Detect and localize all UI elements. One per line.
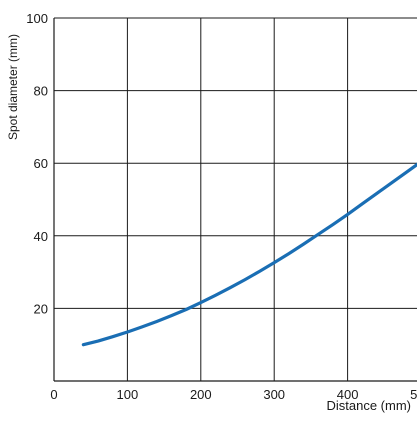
x-tick-label-200: 200 [190,387,212,402]
axes-layer [53,18,417,382]
y-tick-label-100: 100 [26,11,48,26]
tick-label-layer: 0 100 200 300 400 500 20 40 60 80 100 [26,11,417,402]
grid-layer [54,17,417,381]
x-tick-label-300: 300 [263,387,285,402]
x-tick-label-0: 0 [50,387,57,402]
y-tick-label-40: 40 [34,229,48,244]
x-tick-label-400: 400 [337,387,359,402]
series-line-0 [81,162,417,347]
x-axis-label: Distance (mm) [326,398,411,413]
y-tick-label-60: 60 [34,156,48,171]
series-layer [81,162,417,347]
x-tick-label-100: 100 [117,387,139,402]
y-tick-label-20: 20 [34,301,48,316]
y-axis-label: Spot diameter (mm) [6,34,20,140]
y-tick-label-80: 80 [34,84,48,99]
x-tick-label-500: 500 [410,387,417,402]
